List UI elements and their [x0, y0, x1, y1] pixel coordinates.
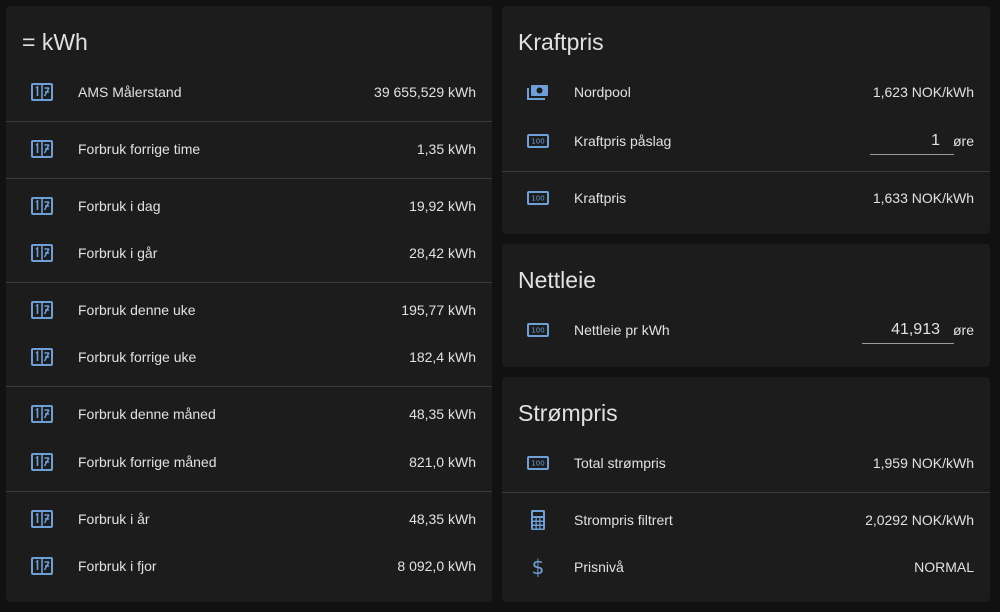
- meter-icon: [30, 241, 54, 265]
- entity-label: Forbruk i fjor: [78, 558, 157, 574]
- divider: [6, 121, 492, 122]
- entity-row[interactable]: Forbruk forrige time 1,35 kWh: [6, 129, 492, 169]
- entity-value: 1,959 NOK/kWh: [872, 455, 974, 471]
- kraftpris-card: Kraftpris Nordpool 1,623 NOK/kWh Kraftpr…: [502, 6, 990, 234]
- entity-row: Kraftpris påslag øre: [502, 121, 990, 161]
- meter-icon: [30, 80, 54, 104]
- cash-100-icon: [526, 318, 550, 342]
- entity-row[interactable]: Kraftpris 1,633 NOK/kWh: [502, 178, 990, 218]
- unit-label: øre: [953, 322, 974, 338]
- cash-100-icon: [526, 451, 550, 475]
- entity-row[interactable]: Forbruk i dag 19,92 kWh: [6, 186, 492, 226]
- entity-label: Forbruk forrige time: [78, 141, 201, 157]
- entity-value: 48,35 kWh: [409, 511, 476, 527]
- entity-value: 28,42 kWh: [409, 245, 476, 261]
- entity-row[interactable]: Forbruk i år 48,35 kWh: [6, 499, 492, 539]
- divider: [6, 282, 492, 283]
- card-title: Nettleie: [518, 267, 596, 293]
- card-title: Strømpris: [518, 400, 618, 426]
- entity-value: NORMAL: [914, 559, 974, 575]
- meter-icon: [30, 298, 54, 322]
- entity-label: Forbruk forrige uke: [78, 349, 197, 365]
- card-title: = kWh: [22, 29, 88, 55]
- entity-value: 48,35 kWh: [409, 406, 476, 422]
- nettleie-input[interactable]: [862, 316, 954, 344]
- entity-label: Nordpool: [574, 84, 631, 100]
- entity-label: Forbruk i år: [78, 511, 150, 527]
- meter-icon: [30, 194, 54, 218]
- strompris-card: Strømpris Total strømpris 1,959 NOK/kWh …: [502, 377, 990, 602]
- entity-value: 821,0 kWh: [409, 454, 476, 470]
- divider: [6, 491, 492, 492]
- entity-value: 1,623 NOK/kWh: [872, 84, 974, 100]
- meter-icon: [30, 507, 54, 531]
- entity-row[interactable]: Nordpool 1,623 NOK/kWh: [502, 72, 990, 112]
- cash-100-icon: [526, 186, 550, 210]
- entity-value: 1,633 NOK/kWh: [872, 190, 974, 206]
- entity-label: Prisnivå: [574, 559, 624, 575]
- meter-icon: [30, 402, 54, 426]
- entity-value: 182,4 kWh: [409, 349, 476, 365]
- entity-row[interactable]: AMS Målerstand 39 655,529 kWh: [6, 72, 492, 112]
- entity-label: Forbruk denne måned: [78, 406, 216, 422]
- entity-row[interactable]: Forbruk i fjor 8 092,0 kWh: [6, 546, 492, 586]
- entity-value: 195,77 kWh: [401, 302, 476, 318]
- entity-label: AMS Målerstand: [78, 84, 182, 100]
- unit-label: øre: [953, 133, 974, 149]
- entity-row: Nettleie pr kWh øre: [502, 310, 990, 350]
- meter-icon: [30, 345, 54, 369]
- nettleie-card: Nettleie Nettleie pr kWh øre: [502, 244, 990, 367]
- entity-value: 39 655,529 kWh: [374, 84, 476, 100]
- entity-row[interactable]: Total strømpris 1,959 NOK/kWh: [502, 443, 990, 483]
- entity-label: Forbruk i dag: [78, 198, 161, 214]
- entity-label: Kraftpris: [574, 190, 627, 206]
- divider: [502, 492, 990, 493]
- entity-row[interactable]: Forbruk i går 28,42 kWh: [6, 233, 492, 273]
- entity-label: Forbruk forrige måned: [78, 454, 217, 470]
- divider: [6, 178, 492, 179]
- kraftpris-paslag-input[interactable]: [870, 127, 954, 155]
- currency-usd-icon: [526, 555, 550, 579]
- entity-value: 2,0292 NOK/kWh: [865, 512, 974, 528]
- meter-icon: [30, 137, 54, 161]
- entity-label: Strompris filtrert: [574, 512, 673, 528]
- entity-row[interactable]: Forbruk forrige uke 182,4 kWh: [6, 337, 492, 377]
- entity-row[interactable]: Forbruk denne måned 48,35 kWh: [6, 394, 492, 434]
- meter-icon: [30, 450, 54, 474]
- cash-icon: [526, 80, 550, 104]
- entity-value: 8 092,0 kWh: [397, 558, 476, 574]
- divider: [502, 171, 990, 172]
- calculator-icon: [526, 508, 550, 532]
- entity-row[interactable]: Prisnivå NORMAL: [502, 547, 990, 587]
- card-title: Kraftpris: [518, 29, 604, 55]
- entity-value: 19,92 kWh: [409, 198, 476, 214]
- entity-row[interactable]: Forbruk denne uke 195,77 kWh: [6, 290, 492, 330]
- entity-value: 1,35 kWh: [416, 141, 476, 157]
- entity-label: Forbruk i går: [78, 245, 158, 261]
- entity-label: Total strømpris: [574, 455, 666, 471]
- cash-100-icon: [526, 129, 550, 153]
- entity-row[interactable]: Forbruk forrige måned 821,0 kWh: [6, 442, 492, 482]
- entity-label: Nettleie pr kWh: [574, 322, 670, 338]
- entity-row[interactable]: Strompris filtrert 2,0292 NOK/kWh: [502, 500, 990, 540]
- entity-label: Forbruk denne uke: [78, 302, 196, 318]
- entity-label: Kraftpris påslag: [574, 133, 672, 149]
- divider: [6, 386, 492, 387]
- energy-card: = kWh AMS Målerstand 39 655,529 kWh Forb…: [6, 6, 492, 602]
- meter-icon: [30, 554, 54, 578]
